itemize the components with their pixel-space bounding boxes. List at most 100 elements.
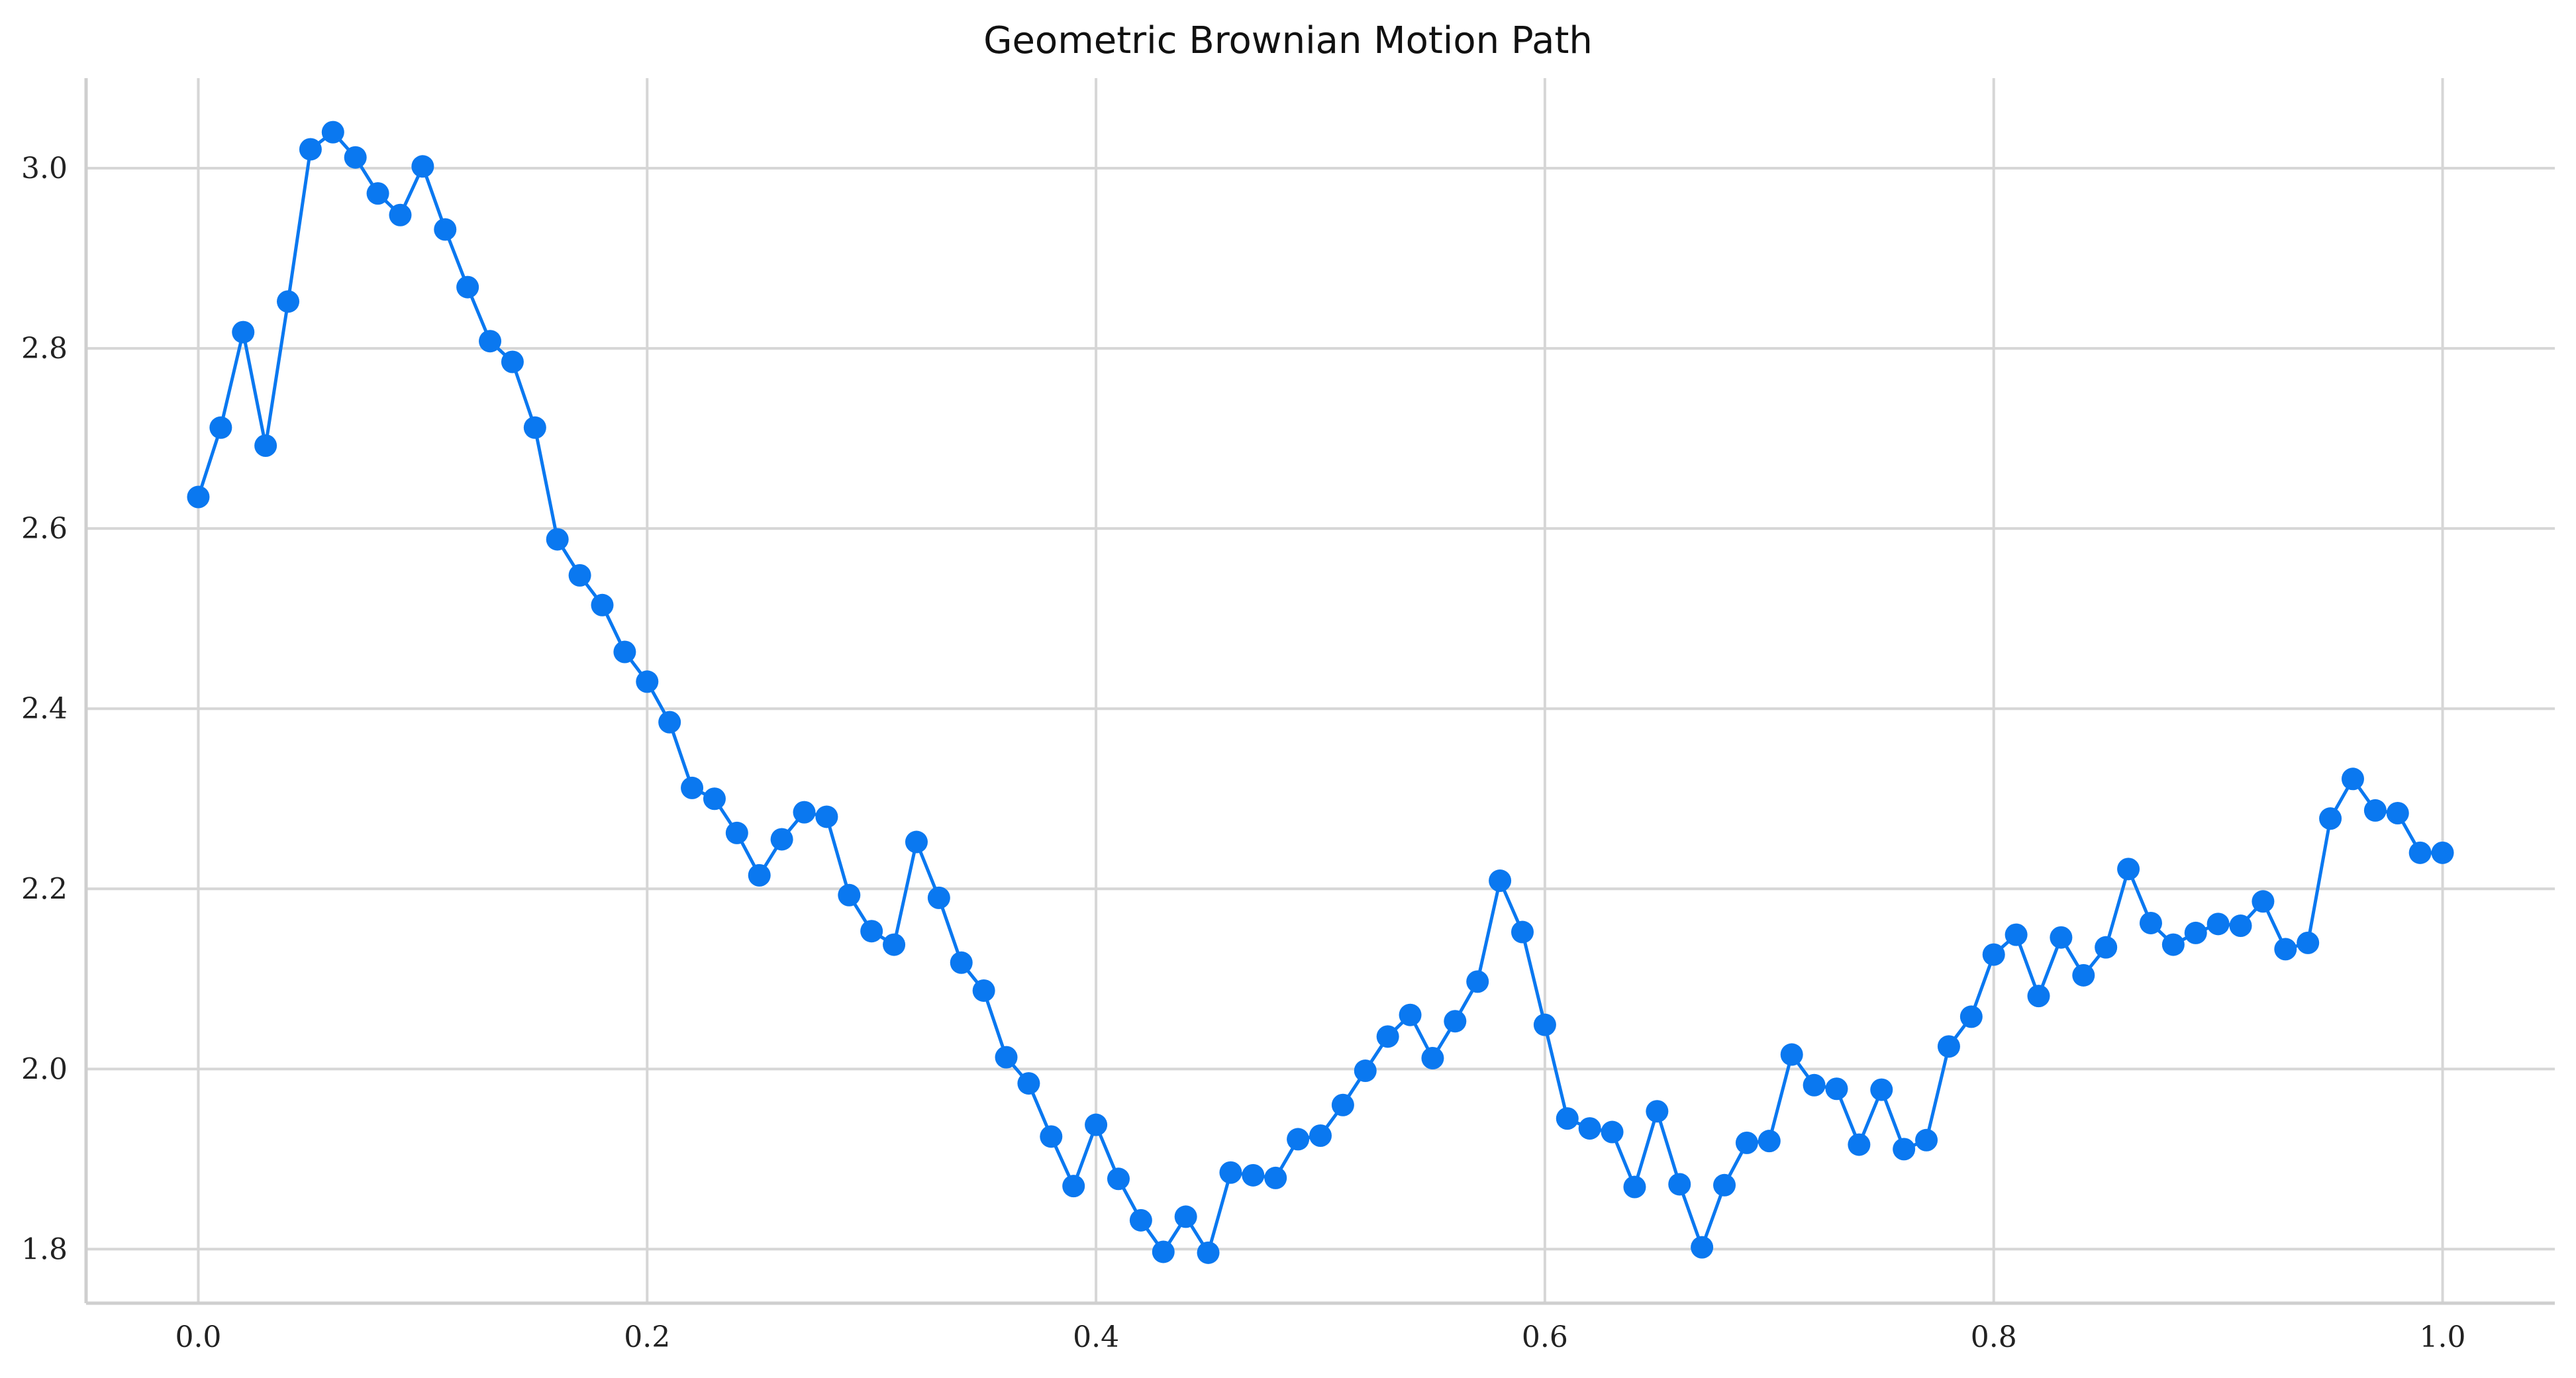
data-point: [456, 275, 479, 299]
data-point: [1601, 1120, 1624, 1144]
x-tick-label: 1.0: [2420, 1320, 2466, 1354]
data-point: [1399, 1003, 1422, 1026]
data-point: [2341, 767, 2364, 791]
axis-layer: [84, 78, 2555, 1305]
series-layer: [187, 121, 2454, 1264]
data-point: [1735, 1131, 1758, 1154]
data-point: [254, 434, 277, 457]
data-point: [2206, 912, 2230, 936]
data-point: [748, 863, 771, 887]
data-point: [1691, 1236, 1714, 1259]
y-tick-label: 2.0: [21, 1052, 68, 1086]
data-point: [725, 821, 748, 844]
data-point: [1893, 1138, 1916, 1161]
data-point: [793, 801, 816, 824]
data-point: [501, 350, 524, 373]
tick-layer: 0.0 0.2 0.4 0.6 0.8 1.0 1.8 2.0 2.2 2.4 2.6 2.8 3.0: [21, 152, 2466, 1354]
data-point: [1085, 1113, 1108, 1136]
data-point: [1287, 1128, 1310, 1151]
data-point: [1489, 869, 1512, 893]
y-tick-label: 2.2: [21, 872, 68, 906]
data-point: [1623, 1175, 1646, 1199]
data-point: [883, 933, 906, 956]
data-point: [1668, 1173, 1691, 1196]
data-point: [1264, 1166, 1287, 1189]
chart-title: Geometric Brownian Motion Path: [983, 19, 1593, 62]
data-point: [321, 121, 344, 144]
data-point: [366, 182, 389, 205]
x-tick-label: 0.4: [1073, 1320, 1119, 1354]
series-line: [197, 130, 2443, 1255]
data-point: [1937, 1035, 1960, 1058]
y-tick-label: 1.8: [21, 1232, 68, 1266]
data-point: [972, 979, 995, 1002]
data-point: [1959, 1005, 1983, 1028]
data-point: [1421, 1047, 1444, 1069]
data-point: [1915, 1128, 1938, 1152]
data-point: [1062, 1175, 1085, 1198]
data-point: [995, 1046, 1018, 1069]
data-point: [344, 146, 367, 169]
data-point: [2050, 926, 2073, 949]
data-point: [681, 776, 704, 799]
data-point: [2095, 936, 2118, 959]
data-point: [838, 883, 861, 907]
y-tick-label: 3.0: [21, 152, 68, 185]
data-point: [2027, 985, 2050, 1008]
data-point: [1040, 1125, 1063, 1148]
data-point: [1376, 1025, 1399, 1048]
data-point: [1354, 1059, 1377, 1083]
data-point: [1848, 1133, 1871, 1156]
data-point: [815, 805, 838, 828]
data-point: [1242, 1163, 1265, 1187]
data-point: [2363, 799, 2387, 822]
data-point: [434, 218, 457, 241]
data-point: [1758, 1130, 1781, 1153]
data-point: [950, 951, 973, 974]
data-point: [1466, 970, 1489, 993]
data-point: [1803, 1073, 1826, 1097]
data-point: [232, 320, 255, 344]
x-tick-label: 0.8: [1971, 1320, 2017, 1354]
data-point: [905, 830, 928, 854]
data-point: [613, 640, 636, 664]
data-point: [2139, 911, 2162, 934]
data-point: [1174, 1205, 1197, 1228]
data-point: [2117, 858, 2140, 881]
data-point: [2161, 933, 2185, 956]
data-point: [209, 416, 232, 439]
data-point: [658, 711, 681, 734]
y-tick-label: 2.4: [21, 692, 68, 726]
data-point: [1197, 1241, 1220, 1264]
data-point: [1870, 1078, 1893, 1101]
data-point: [2252, 890, 2275, 913]
data-point: [860, 920, 883, 943]
data-point: [1713, 1173, 1736, 1197]
data-point: [703, 787, 726, 811]
data-point: [636, 670, 659, 693]
data-point: [2297, 931, 2320, 954]
data-point: [1107, 1167, 1130, 1191]
data-point: [1017, 1072, 1040, 1095]
data-point: [927, 886, 950, 909]
data-point: [2072, 963, 2095, 987]
data-point: [389, 203, 412, 226]
data-point: [1646, 1100, 1669, 1123]
data-point: [299, 138, 322, 161]
data-point: [411, 155, 434, 178]
data-point: [2184, 921, 2207, 944]
data-point: [1219, 1161, 1242, 1184]
data-point: [1533, 1013, 1556, 1036]
data-point: [1129, 1208, 1152, 1232]
data-point: [2319, 807, 2342, 830]
data-point: [2229, 914, 2252, 938]
data-point: [770, 828, 793, 851]
data-point: [1556, 1107, 1579, 1130]
data-point: [568, 564, 591, 587]
data-point: [1825, 1077, 1848, 1101]
data-point: [546, 528, 569, 551]
data-point: [1578, 1117, 1601, 1140]
data-point: [1511, 920, 1534, 944]
